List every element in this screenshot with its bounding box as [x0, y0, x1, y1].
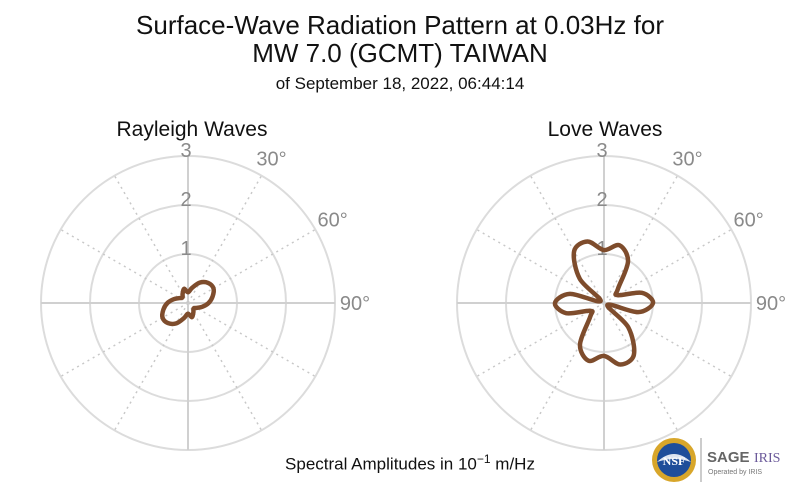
angular-grid-spoke — [476, 302, 605, 378]
angular-grid-spoke — [187, 302, 316, 378]
angular-grid-spoke — [60, 228, 189, 304]
footnote: Spectral Amplitudes in 10−1 m/Hz — [160, 452, 660, 475]
love-subtitle: Love Waves — [547, 118, 663, 141]
radiation-pattern-line — [552, 239, 656, 367]
sage-text: SAGE — [707, 449, 750, 466]
radiation-pattern-line — [159, 279, 217, 327]
rayleigh-polar-plot: 1 2 3 30° 60° 90° — [40, 140, 370, 451]
nsf-text: NSF — [663, 454, 686, 468]
angular-grid-spoke — [603, 175, 679, 304]
chart-title-date: of September 18, 2022, 06:44:14 — [275, 74, 525, 93]
rayleigh-subtitle: Rayleigh Waves — [116, 118, 268, 141]
angular-grid-spoke — [187, 228, 316, 304]
iris-text: IRIS — [754, 451, 780, 466]
angular-grid-spoke — [113, 175, 189, 304]
angular-grid-spoke — [603, 302, 679, 431]
angular-grid-spoke — [476, 228, 605, 304]
radial-tick-label: 3 — [180, 140, 191, 162]
angular-grid-spoke — [60, 302, 189, 378]
angular-grid-spoke — [529, 175, 605, 304]
angular-tick-label: 60° — [318, 210, 348, 232]
radial-tick-label: 2 — [596, 189, 607, 211]
footnote-base: 10 — [457, 454, 477, 474]
angular-grid-spoke — [187, 302, 263, 431]
angular-tick-label: 60° — [734, 210, 764, 232]
radial-tick-label: 2 — [180, 189, 191, 211]
radial-tick-label: 1 — [180, 238, 191, 260]
angular-grid-spoke — [603, 228, 732, 304]
angular-tick-label: 90° — [340, 293, 370, 315]
footnote-prefix: Spectral Amplitudes in — [285, 454, 458, 474]
chart-title-line2: MW 7.0 (GCMT) TAIWAN — [252, 38, 548, 68]
angular-grid-spoke — [529, 302, 605, 431]
nsf-seal-icon: NSF — [652, 438, 696, 482]
footnote-exponent: −1 — [476, 452, 491, 466]
angular-tick-label: 30° — [256, 148, 286, 170]
nsf-sage-logo: NSF SAGE IRIS Operated by IRIS — [652, 438, 780, 482]
angular-tick-label: 90° — [756, 293, 786, 315]
angular-tick-label: 30° — [672, 148, 702, 170]
radial-tick-label: 3 — [596, 140, 607, 162]
operated-by-text: Operated by IRIS — [708, 469, 762, 476]
chart-title-line1: Surface-Wave Radiation Pattern at 0.03Hz… — [136, 10, 664, 40]
angular-grid-spoke — [603, 302, 732, 378]
love-polar-plot: 123 30°60°90° — [456, 140, 786, 451]
footnote-unit: m/Hz — [490, 454, 535, 474]
